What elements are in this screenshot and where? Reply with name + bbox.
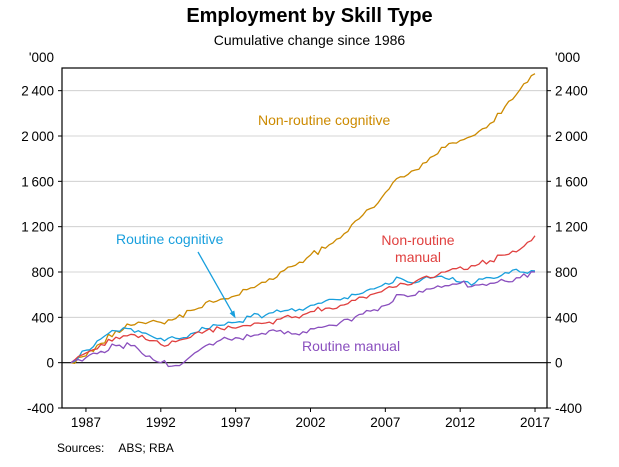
y-axis-label-left: 1 600 [21,174,54,189]
series-line-routine-cognitive [70,268,536,364]
x-axis-label: 1997 [221,415,251,430]
x-axis-label: 2007 [370,415,400,430]
sources-label: Sources: [57,441,105,455]
y-axis-label-right: 1 200 [555,220,588,235]
chart-title: Employment by Skill Type [186,5,433,27]
y-axis-label-right: 2 000 [555,129,588,144]
annotation-arrowhead [229,310,236,319]
y-axis-label-right: 1 600 [555,174,588,189]
chart-subtitle: Cumulative change since 1986 [213,32,406,48]
y-axis-label-left: 2 000 [21,129,54,144]
y-axis-label-right: -400 [555,401,582,416]
annotation-non-routine-manual: Non-routine manual [381,232,455,265]
y-axis-label-left: 800 [31,265,54,280]
y-axis-label-left: 2 400 [21,84,54,99]
y-axis-label-right: 0 [555,356,563,371]
x-axis-label: 2012 [445,415,475,430]
y-axis-label-left: -400 [27,401,54,416]
annotation-routine-manual: Routine manual [302,338,401,354]
x-axis-label: 2002 [295,415,325,430]
annotation-non-routine-cognitive: Non-routine cognitive [258,112,391,128]
y-axis-label-left: 0 [46,356,54,371]
annotation-routine-cognitive: Routine cognitive [116,231,224,247]
series-line-routine-manual [70,271,536,368]
plot-border [61,67,548,409]
x-axis-label: 2017 [520,415,550,430]
y-axis-label-right: 800 [555,265,578,280]
y-axis-unit-right: '000 [555,50,580,65]
y-axis-unit-left: '000 [29,50,54,65]
sources-note: Sources: ABS; RBA [57,441,174,455]
y-axis-label-left: 400 [31,310,54,325]
series-line-non-routine-cognitive [70,73,536,364]
annotation-arrow [197,251,234,314]
y-axis-label-right: 2 400 [555,84,588,99]
x-axis-label: 1987 [71,415,101,430]
y-axis-label-left: 1 200 [21,220,54,235]
series-line-non-routine-manual [70,235,536,364]
sources-value: ABS; RBA [118,441,174,455]
x-axis-label: 1992 [146,415,176,430]
y-axis-label-right: 400 [555,310,578,325]
